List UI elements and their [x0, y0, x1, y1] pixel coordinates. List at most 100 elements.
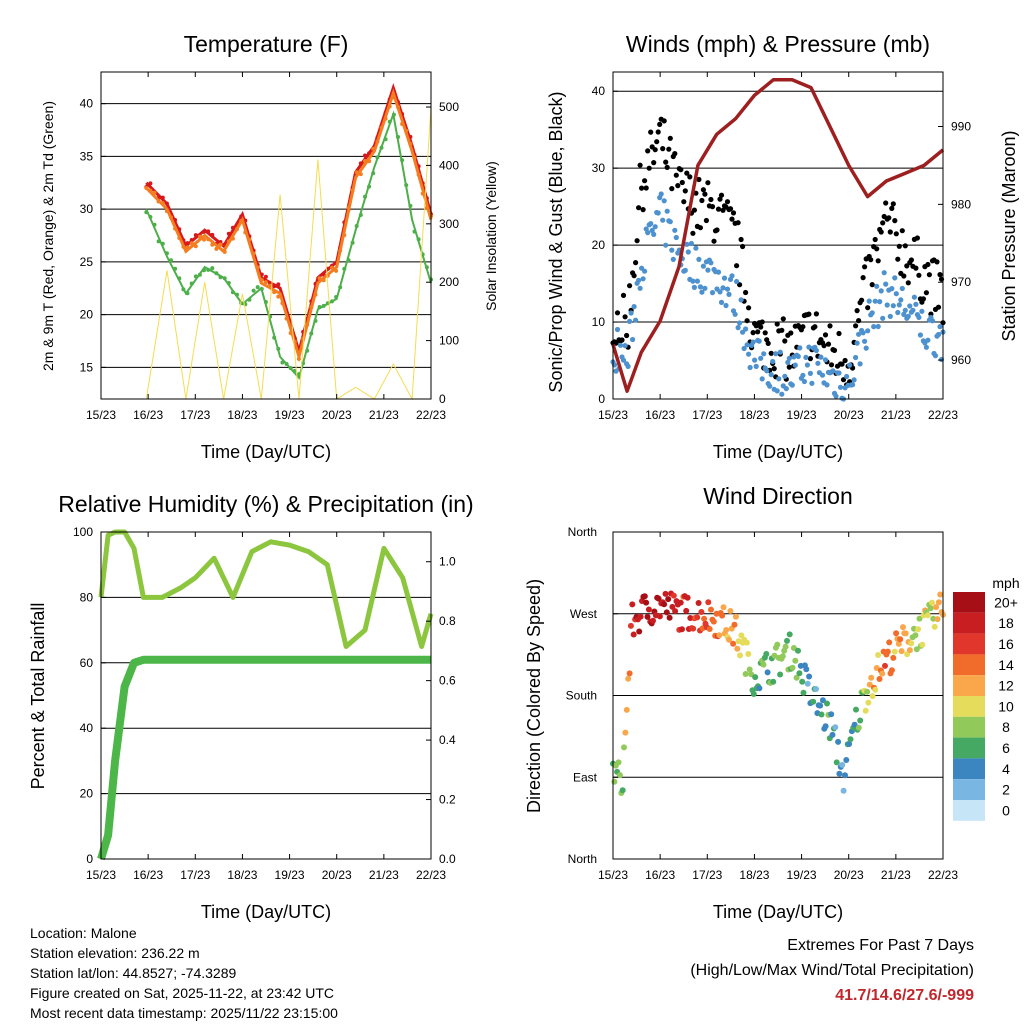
series-solar-insolation [145, 106, 432, 401]
colorbar-label: 4 [1002, 761, 1010, 777]
series-9m-t [144, 88, 433, 363]
data-point [160, 201, 165, 206]
extremes-values: 41.7/14.6/27.6/-999 [835, 987, 974, 1004]
gust-point [642, 178, 648, 184]
temperature-ylabel-left: 2m & 9m T (Red, Orange) & 2m Td (Green) [40, 101, 56, 371]
station-latlon: Station lat/lon: 44.8527; -74.3289 [30, 965, 237, 981]
wind-point [777, 349, 783, 355]
direction-point [619, 787, 626, 794]
wind-point [631, 304, 637, 310]
wind-point [630, 336, 636, 343]
direction-point [891, 648, 898, 655]
data-point [321, 303, 326, 308]
wind-point [658, 191, 664, 197]
colorbar-swatch [953, 758, 985, 780]
wind-point [721, 275, 728, 281]
wind-point [741, 345, 747, 352]
direction-point [774, 641, 781, 648]
data-point [400, 122, 405, 126]
gust-point [746, 305, 752, 311]
data-point [288, 366, 293, 371]
x-tick-label: 16/23 [645, 408, 675, 422]
gust-point [750, 330, 756, 336]
wind-point [854, 340, 860, 346]
gust-point [762, 330, 768, 336]
rh-line [98, 529, 434, 649]
data-point [169, 258, 173, 263]
gust-point [667, 135, 673, 141]
direction-point [779, 653, 786, 660]
direction-point [726, 636, 732, 643]
wind-point [747, 364, 753, 371]
data-point [284, 316, 289, 321]
wind-point [663, 242, 669, 248]
wind-point [795, 353, 801, 359]
direction-point [882, 662, 888, 669]
y-tick-label: 25 [80, 255, 94, 269]
gust-point [875, 258, 881, 264]
wind-point [898, 297, 904, 303]
gust-point [774, 321, 780, 327]
data-point [152, 190, 157, 195]
y-tick-label-right: 400 [439, 158, 459, 172]
gust-point [856, 318, 862, 324]
gust-point [905, 280, 911, 286]
gust-point [782, 338, 788, 344]
wind-point [824, 382, 830, 388]
x-tick-label: 20/23 [834, 408, 864, 422]
direction-title: Wind Direction [703, 483, 853, 509]
gust-point [780, 316, 786, 322]
x-tick-label: 20/23 [834, 868, 864, 882]
direction-point [864, 688, 871, 695]
gust-point [779, 327, 785, 333]
data-point [189, 241, 194, 246]
wind-point [756, 338, 762, 344]
direction-point [789, 664, 796, 671]
y-tick-label-right: 0 [439, 392, 446, 406]
colorbar-label: 18 [998, 615, 1014, 631]
data-point [235, 227, 239, 232]
wind-point [737, 320, 743, 326]
wind-point [850, 382, 856, 388]
direction-point [890, 654, 897, 661]
wind-point [884, 302, 890, 308]
wind-point [694, 278, 701, 284]
colorbar-swatch [953, 633, 985, 655]
direction-point [777, 671, 784, 678]
direction-point [706, 626, 713, 632]
direction-point [800, 689, 807, 696]
direction-point [919, 641, 926, 648]
data-point [296, 356, 301, 361]
wind-point [655, 210, 661, 216]
x-tick-label: 19/23 [787, 868, 817, 882]
gust-point [711, 238, 717, 244]
x-tick-label: 15/23 [598, 868, 628, 882]
direction-point [621, 744, 627, 751]
wind-point [860, 330, 866, 336]
winds-title: Winds (mph) & Pressure (mb) [626, 31, 930, 57]
wind-point [720, 285, 726, 291]
direction-point [933, 604, 940, 611]
gust-point [724, 199, 731, 205]
gust-point [690, 230, 696, 236]
gust-point [738, 236, 744, 243]
gust-point [759, 319, 765, 325]
data-point [371, 171, 376, 176]
colorbar-title: mph [992, 575, 1019, 591]
direction-point [792, 657, 799, 664]
direction-point [727, 608, 734, 614]
direction-point [832, 724, 839, 731]
direction-point [836, 770, 843, 777]
data-point [164, 209, 169, 214]
data-point [214, 271, 219, 276]
direction-point [799, 678, 806, 685]
y-tick-label: West [570, 607, 598, 621]
series-line [145, 88, 433, 363]
colorbar-swatch [953, 592, 985, 613]
winds-panel: Winds (mph) & Pressure (mb) 15/23 16/23 17… [546, 31, 1019, 462]
direction-point [637, 613, 644, 620]
temperature-title: Temperature (F) [184, 31, 349, 57]
direction-point [760, 661, 767, 668]
wind-point [690, 278, 696, 284]
